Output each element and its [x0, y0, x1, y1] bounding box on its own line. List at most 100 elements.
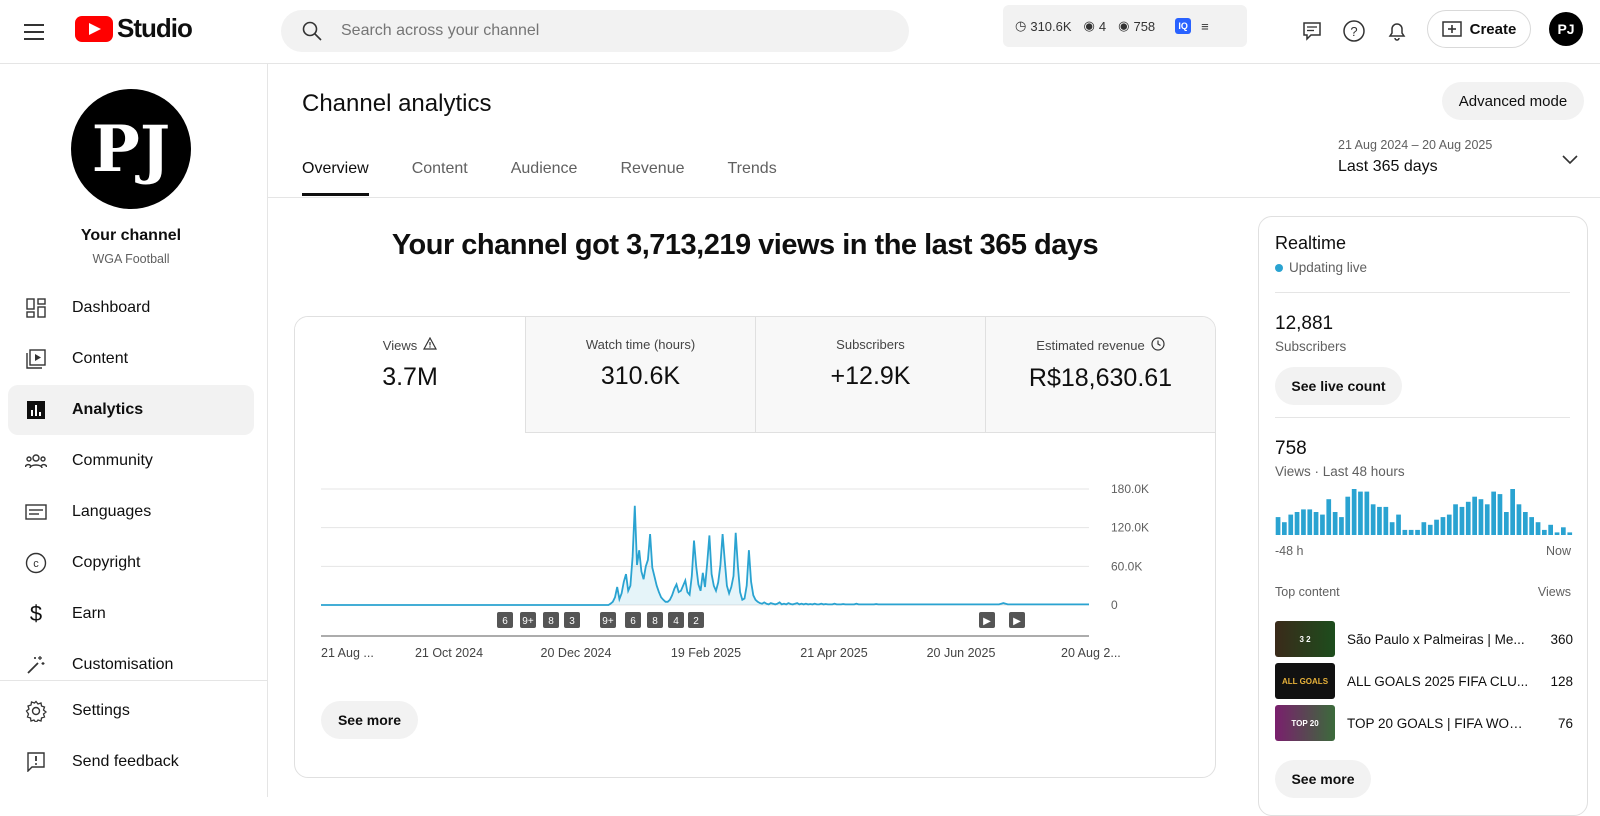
realtime-bar[interactable]: [1567, 532, 1573, 535]
bell-icon[interactable]: [1382, 16, 1412, 46]
tab-audience[interactable]: Audience: [510, 160, 578, 177]
realtime-bar[interactable]: [1313, 512, 1319, 535]
realtime-bar[interactable]: [1370, 504, 1376, 535]
sidebar-item-community[interactable]: Community: [8, 436, 254, 486]
metric-subscribers[interactable]: Subscribers +12.9K: [755, 317, 985, 433]
search-bar[interactable]: [281, 10, 909, 52]
realtime-bar[interactable]: [1301, 509, 1306, 535]
realtime-bar[interactable]: [1504, 512, 1509, 535]
create-button[interactable]: Create: [1427, 10, 1531, 48]
metric-revenue[interactable]: Estimated revenue R$18,630.61: [985, 317, 1215, 433]
realtime-bar[interactable]: [1548, 524, 1553, 535]
realtime-bar[interactable]: [1288, 514, 1294, 535]
top-content-item[interactable]: ALL GOALS ALL GOALS 2025 FIFA CLU... 128: [1275, 663, 1573, 699]
realtime-bar[interactable]: [1294, 512, 1300, 535]
realtime-bar[interactable]: [1434, 519, 1439, 535]
realtime-bar[interactable]: [1332, 512, 1338, 535]
realtime-bar[interactable]: [1396, 514, 1401, 535]
realtime-bar[interactable]: [1326, 499, 1332, 535]
realtime-bar[interactable]: [1383, 506, 1389, 535]
search-icon[interactable]: [299, 18, 325, 44]
realtime-bar[interactable]: [1484, 504, 1490, 535]
publish-marker[interactable]: 6: [497, 612, 513, 628]
list-icon[interactable]: ≡: [1201, 18, 1209, 34]
realtime-bar[interactable]: [1427, 524, 1433, 535]
realtime-bar[interactable]: [1351, 489, 1357, 535]
date-range-picker[interactable]: 21 Aug 2024 – 20 Aug 2025 Last 365 days: [1338, 138, 1578, 176]
sidebar-item-copyright[interactable]: c Copyright: [8, 538, 254, 588]
realtime-bar[interactable]: [1523, 512, 1528, 535]
sidebar-item-analytics[interactable]: Analytics: [8, 385, 254, 435]
realtime-bar[interactable]: [1497, 494, 1503, 535]
publish-marker[interactable]: 3: [564, 612, 580, 628]
sidebar-item-feedback[interactable]: Send feedback: [8, 737, 254, 787]
realtime-bar[interactable]: [1364, 491, 1370, 535]
realtime-bar[interactable]: [1510, 489, 1515, 535]
realtime-bar[interactable]: [1459, 506, 1465, 535]
tab-revenue[interactable]: Revenue: [620, 160, 685, 177]
realtime-bar[interactable]: [1472, 496, 1477, 535]
realtime-bar-chart[interactable]: [1275, 487, 1573, 535]
search-input[interactable]: [341, 22, 861, 40]
realtime-bar[interactable]: [1516, 504, 1522, 535]
realtime-bar[interactable]: [1408, 529, 1414, 535]
metric-views[interactable]: Views 3.7M: [295, 317, 525, 433]
tab-trends[interactable]: Trends: [727, 160, 777, 177]
realtime-bar[interactable]: [1307, 509, 1313, 535]
advanced-mode-button[interactable]: Advanced mode: [1442, 82, 1584, 120]
publish-marker[interactable]: 6: [625, 612, 641, 628]
sidebar-item-languages[interactable]: Languages: [8, 487, 254, 537]
realtime-bar[interactable]: [1529, 517, 1534, 535]
see-more-content-button[interactable]: See more: [1275, 760, 1371, 798]
publish-marker[interactable]: ▶: [1009, 612, 1025, 628]
realtime-bar[interactable]: [1282, 522, 1287, 535]
views-chart[interactable]: 180.0K 120.0K 60.0K 0 6 9+ 8 3 9+ 6 8 4 2 ▶ ▶ 21 Aug ..…: [295, 457, 1216, 717]
publish-marker[interactable]: 4: [668, 612, 684, 628]
realtime-bar[interactable]: [1491, 491, 1496, 535]
top-content-item[interactable]: TOP 20 TOP 20 GOALS | FIFA WORL... 76: [1275, 705, 1573, 741]
sidebar-item-customisation[interactable]: Customisation: [8, 640, 254, 690]
publish-marker[interactable]: 2: [688, 612, 704, 628]
tab-overview[interactable]: Overview: [302, 160, 369, 196]
extension-bar[interactable]: ◷ 310.6K ◉ 4 ◉ 758 IQ ≡: [1003, 5, 1247, 47]
publish-marker[interactable]: ▶: [979, 612, 995, 628]
realtime-bar[interactable]: [1320, 514, 1325, 535]
sidebar-item-settings[interactable]: Settings: [8, 686, 254, 736]
realtime-bar[interactable]: [1561, 527, 1566, 535]
see-more-button[interactable]: See more: [321, 701, 418, 739]
sidebar-item-dashboard[interactable]: Dashboard: [8, 283, 254, 333]
menu-icon[interactable]: [20, 18, 48, 46]
realtime-bar[interactable]: [1377, 506, 1382, 535]
sidebar-item-earn[interactable]: $ Earn: [8, 589, 254, 639]
top-content-item[interactable]: 3 2 São Paulo x Palmeiras | Me... 360: [1275, 621, 1573, 657]
realtime-bar[interactable]: [1415, 529, 1420, 535]
realtime-bar[interactable]: [1358, 491, 1363, 535]
metric-watch-time[interactable]: Watch time (hours) 310.6K: [525, 317, 755, 433]
channel-avatar[interactable]: PJ: [71, 89, 191, 209]
publish-marker[interactable]: 9+: [600, 612, 616, 628]
studio-logo[interactable]: Studio: [75, 13, 193, 44]
help-icon[interactable]: ?: [1339, 16, 1369, 46]
vidiq-icon[interactable]: IQ: [1175, 18, 1192, 34]
realtime-bar[interactable]: [1339, 517, 1344, 535]
account-avatar[interactable]: PJ: [1549, 12, 1583, 46]
realtime-bar[interactable]: [1535, 522, 1541, 535]
realtime-bar[interactable]: [1453, 504, 1458, 535]
realtime-bar[interactable]: [1275, 517, 1281, 535]
realtime-bar[interactable]: [1402, 529, 1408, 535]
see-live-count-button[interactable]: See live count: [1275, 367, 1402, 405]
realtime-bar[interactable]: [1542, 529, 1547, 535]
realtime-bar[interactable]: [1465, 501, 1471, 535]
sidebar-item-content[interactable]: Content: [8, 334, 254, 384]
realtime-bar[interactable]: [1389, 522, 1395, 535]
realtime-bar[interactable]: [1421, 522, 1427, 535]
publish-marker[interactable]: 8: [647, 612, 663, 628]
tab-content[interactable]: Content: [411, 160, 468, 177]
realtime-bar[interactable]: [1345, 496, 1351, 535]
realtime-bar[interactable]: [1440, 517, 1446, 535]
comment-icon[interactable]: [1297, 16, 1327, 46]
realtime-bar[interactable]: [1478, 499, 1484, 535]
realtime-bar[interactable]: [1554, 532, 1560, 535]
publish-marker[interactable]: 8: [543, 612, 559, 628]
publish-marker[interactable]: 9+: [520, 612, 536, 628]
